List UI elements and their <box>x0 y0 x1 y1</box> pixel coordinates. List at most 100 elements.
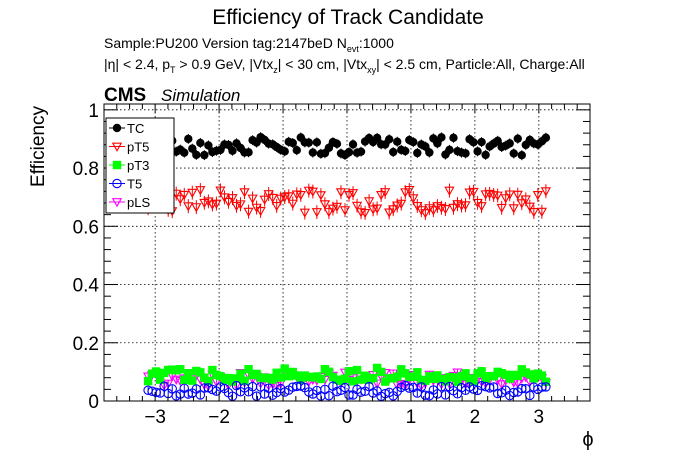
point-pT3 <box>316 374 326 384</box>
x-tick-label: −2 <box>208 407 230 428</box>
point-TC <box>449 133 458 143</box>
y-tick-label: 0.2 <box>73 334 99 355</box>
point-pT3 <box>272 368 281 377</box>
point-pT5 <box>512 190 523 200</box>
point-pT3 <box>143 376 153 386</box>
point-pT3 <box>232 374 241 383</box>
point-pT3 <box>393 372 402 381</box>
point-pT5 <box>271 202 282 212</box>
point-TC <box>304 138 314 147</box>
legend-item-pT3: pT3 <box>109 158 149 173</box>
point-TC <box>244 148 253 157</box>
point-pT3 <box>180 375 189 385</box>
point-pT3 <box>208 365 217 375</box>
point-pT3 <box>541 377 551 386</box>
point-TC <box>505 139 514 148</box>
point-TC <box>493 136 502 146</box>
point-pT5 <box>440 205 451 215</box>
point-pT5 <box>524 202 535 212</box>
y-axis-label: Efficiency <box>28 106 49 187</box>
series-T5 <box>143 380 551 402</box>
point-TC <box>196 138 205 148</box>
point-TC <box>312 138 322 147</box>
x-tick-label: 2 <box>470 407 481 428</box>
point-T5 <box>340 382 350 393</box>
y-tick-label: 0.4 <box>73 276 100 297</box>
point-TC <box>184 134 193 144</box>
point-pT5 <box>255 207 266 217</box>
legend-item-pLS: pLS <box>109 195 150 210</box>
point-TC <box>288 138 297 148</box>
point-TC <box>437 133 446 142</box>
x-tick-label: 0 <box>342 407 353 428</box>
point-T5 <box>167 384 177 394</box>
legend-marker-pLS <box>111 198 123 208</box>
legend-label: pLS <box>127 195 150 210</box>
point-T5 <box>227 391 238 401</box>
x-tick-label: 1 <box>406 407 417 428</box>
point-pT5 <box>223 197 234 208</box>
point-TC <box>473 147 482 156</box>
point-pT5 <box>492 191 503 201</box>
point-pT3 <box>376 367 386 377</box>
point-pT5 <box>259 195 270 205</box>
point-TC <box>228 146 237 155</box>
point-TC <box>461 149 470 158</box>
point-TC <box>445 145 454 155</box>
point-pT5 <box>307 187 318 197</box>
point-pT5 <box>243 207 254 218</box>
point-pT5 <box>472 198 483 209</box>
point-pT3 <box>151 367 161 376</box>
point-pT3 <box>513 371 522 380</box>
series-TC <box>143 132 551 161</box>
simulation-label: Simulation <box>161 86 240 105</box>
point-TC <box>192 150 201 160</box>
point-pT3 <box>244 364 253 374</box>
point-TC <box>372 133 382 143</box>
y-tick-label: 0 <box>88 392 99 413</box>
point-pT5 <box>203 197 214 207</box>
point-pT5 <box>432 202 443 212</box>
point-pT3 <box>529 374 539 383</box>
point-pT5 <box>295 191 306 201</box>
chart-title: Efficiency of Track Candidate <box>212 6 484 29</box>
point-pT3 <box>469 377 478 386</box>
point-pT5 <box>371 204 383 214</box>
point-pT5 <box>448 203 459 214</box>
point-pT5 <box>424 204 435 214</box>
point-pT3 <box>324 367 334 377</box>
point-pT5 <box>404 186 415 196</box>
point-T5 <box>541 382 551 392</box>
point-pT5 <box>343 190 355 201</box>
point-TC <box>413 148 422 158</box>
legend-item-pT5: pT5 <box>109 140 149 155</box>
point-pT3 <box>292 371 301 380</box>
point-TC <box>401 146 410 156</box>
point-TC <box>433 139 442 148</box>
point-pT3 <box>449 373 458 382</box>
point-pT5 <box>239 188 250 198</box>
point-pT5 <box>392 201 403 211</box>
point-TC <box>477 137 486 147</box>
legend-label: pT5 <box>127 140 149 155</box>
point-pT3 <box>155 375 165 384</box>
point-TC <box>384 135 394 144</box>
point-pT5 <box>520 195 531 205</box>
point-pT3 <box>268 375 277 384</box>
point-pT5 <box>468 187 479 198</box>
point-TC <box>356 147 366 156</box>
point-pT5 <box>227 194 238 204</box>
point-TC <box>344 148 354 157</box>
point-T5 <box>525 390 535 401</box>
point-pLS <box>496 380 507 390</box>
point-pT3 <box>489 372 498 381</box>
point-pT3 <box>236 369 245 378</box>
point-TC <box>517 150 526 160</box>
point-pT5 <box>363 197 375 207</box>
point-pT5 <box>476 202 487 212</box>
point-pT5 <box>331 202 343 212</box>
point-pT3 <box>184 369 193 378</box>
point-pLS <box>163 379 174 389</box>
point-pT5 <box>247 194 258 204</box>
